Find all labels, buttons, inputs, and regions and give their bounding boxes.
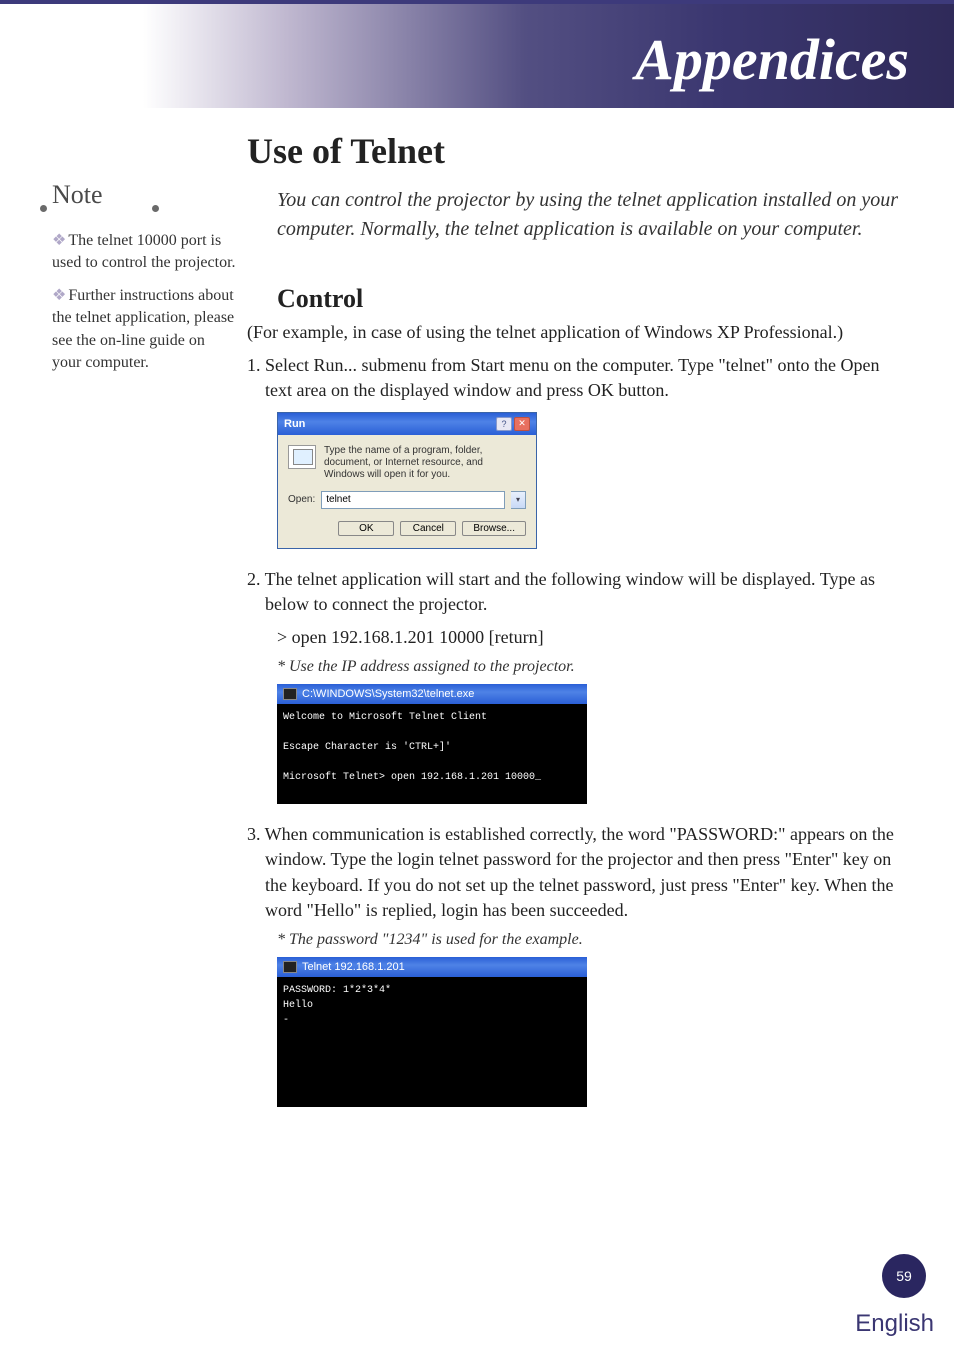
intro-paragraph: You can control the projector by using t… <box>247 186 902 244</box>
bullet-icon: ❖ <box>52 232 66 249</box>
telnet-window-2: Telnet 192.168.1.201 PASSWORD: 1*2*3*4* … <box>277 957 587 1107</box>
section-title: Use of Telnet <box>247 130 902 172</box>
content-area: Note ❖The telnet 10000 port is used to c… <box>52 130 902 1125</box>
cmd-icon <box>283 688 297 700</box>
step-2-note: * Use the IP address assigned to the pro… <box>247 658 902 676</box>
note-label: Note <box>52 180 237 210</box>
open-input[interactable] <box>321 491 505 509</box>
telnet-window-1: C:\WINDOWS\System32\telnet.exe Welcome t… <box>277 684 587 804</box>
language-label: English <box>855 1310 934 1338</box>
run-titlebar: Run ? ✕ <box>278 413 536 435</box>
note-item: ❖Further instructions about the telnet a… <box>52 285 237 375</box>
cmd-titlebar: C:\WINDOWS\System32\telnet.exe <box>277 684 587 704</box>
open-label: Open: <box>288 494 315 505</box>
main-column: Use of Telnet You can control the projec… <box>247 130 902 1107</box>
cmd-body: Welcome to Microsoft Telnet Client Escap… <box>277 704 587 804</box>
page-number-badge: 59 <box>882 1254 926 1298</box>
note-text: The telnet 10000 port is used to control… <box>52 232 236 271</box>
cancel-button[interactable]: Cancel <box>400 521 456 536</box>
decorative-dot <box>152 205 159 212</box>
cmd-icon <box>283 961 297 973</box>
decorative-dot <box>40 205 47 212</box>
cmd-body: PASSWORD: 1*2*3*4* Hello - <box>277 977 587 1107</box>
browse-button[interactable]: Browse... <box>462 521 526 536</box>
note-label-text: Note <box>52 180 103 209</box>
bullet-icon: ❖ <box>52 287 66 304</box>
context-paragraph: (For example, in case of using the telne… <box>247 320 902 345</box>
note-sidebar: Note ❖The telnet 10000 port is used to c… <box>52 180 237 384</box>
dropdown-button[interactable]: ▾ <box>511 491 526 509</box>
close-button[interactable]: ✕ <box>514 417 530 431</box>
cmd-title: Telnet 192.168.1.201 <box>302 961 405 973</box>
step-3: 3. When communication is established cor… <box>247 822 902 923</box>
note-item: ❖The telnet 10000 port is used to contro… <box>52 230 237 275</box>
run-description: Type the name of a program, folder, docu… <box>324 445 526 481</box>
subsection-title: Control <box>247 284 902 314</box>
note-text: Further instructions about the telnet ap… <box>52 287 234 371</box>
cmd-title: C:\WINDOWS\System32\telnet.exe <box>302 688 474 700</box>
step-2-command: > open 192.168.1.201 10000 [return] <box>247 625 902 650</box>
page-header: Appendices <box>0 0 954 108</box>
cmd-titlebar: Telnet 192.168.1.201 <box>277 957 587 977</box>
chapter-title: Appendices <box>635 26 909 93</box>
ok-button[interactable]: OK <box>338 521 394 536</box>
run-icon <box>288 445 316 469</box>
step-2: 2. The telnet application will start and… <box>247 567 902 617</box>
run-body: Type the name of a program, folder, docu… <box>278 435 536 548</box>
help-button[interactable]: ? <box>496 417 512 431</box>
step-1: 1. Select Run... submenu from Start menu… <box>247 353 902 403</box>
run-title: Run <box>284 418 305 430</box>
run-dialog: Run ? ✕ Type the name of a program, fold… <box>277 412 537 549</box>
step-3-note: * The password "1234" is used for the ex… <box>247 931 902 949</box>
